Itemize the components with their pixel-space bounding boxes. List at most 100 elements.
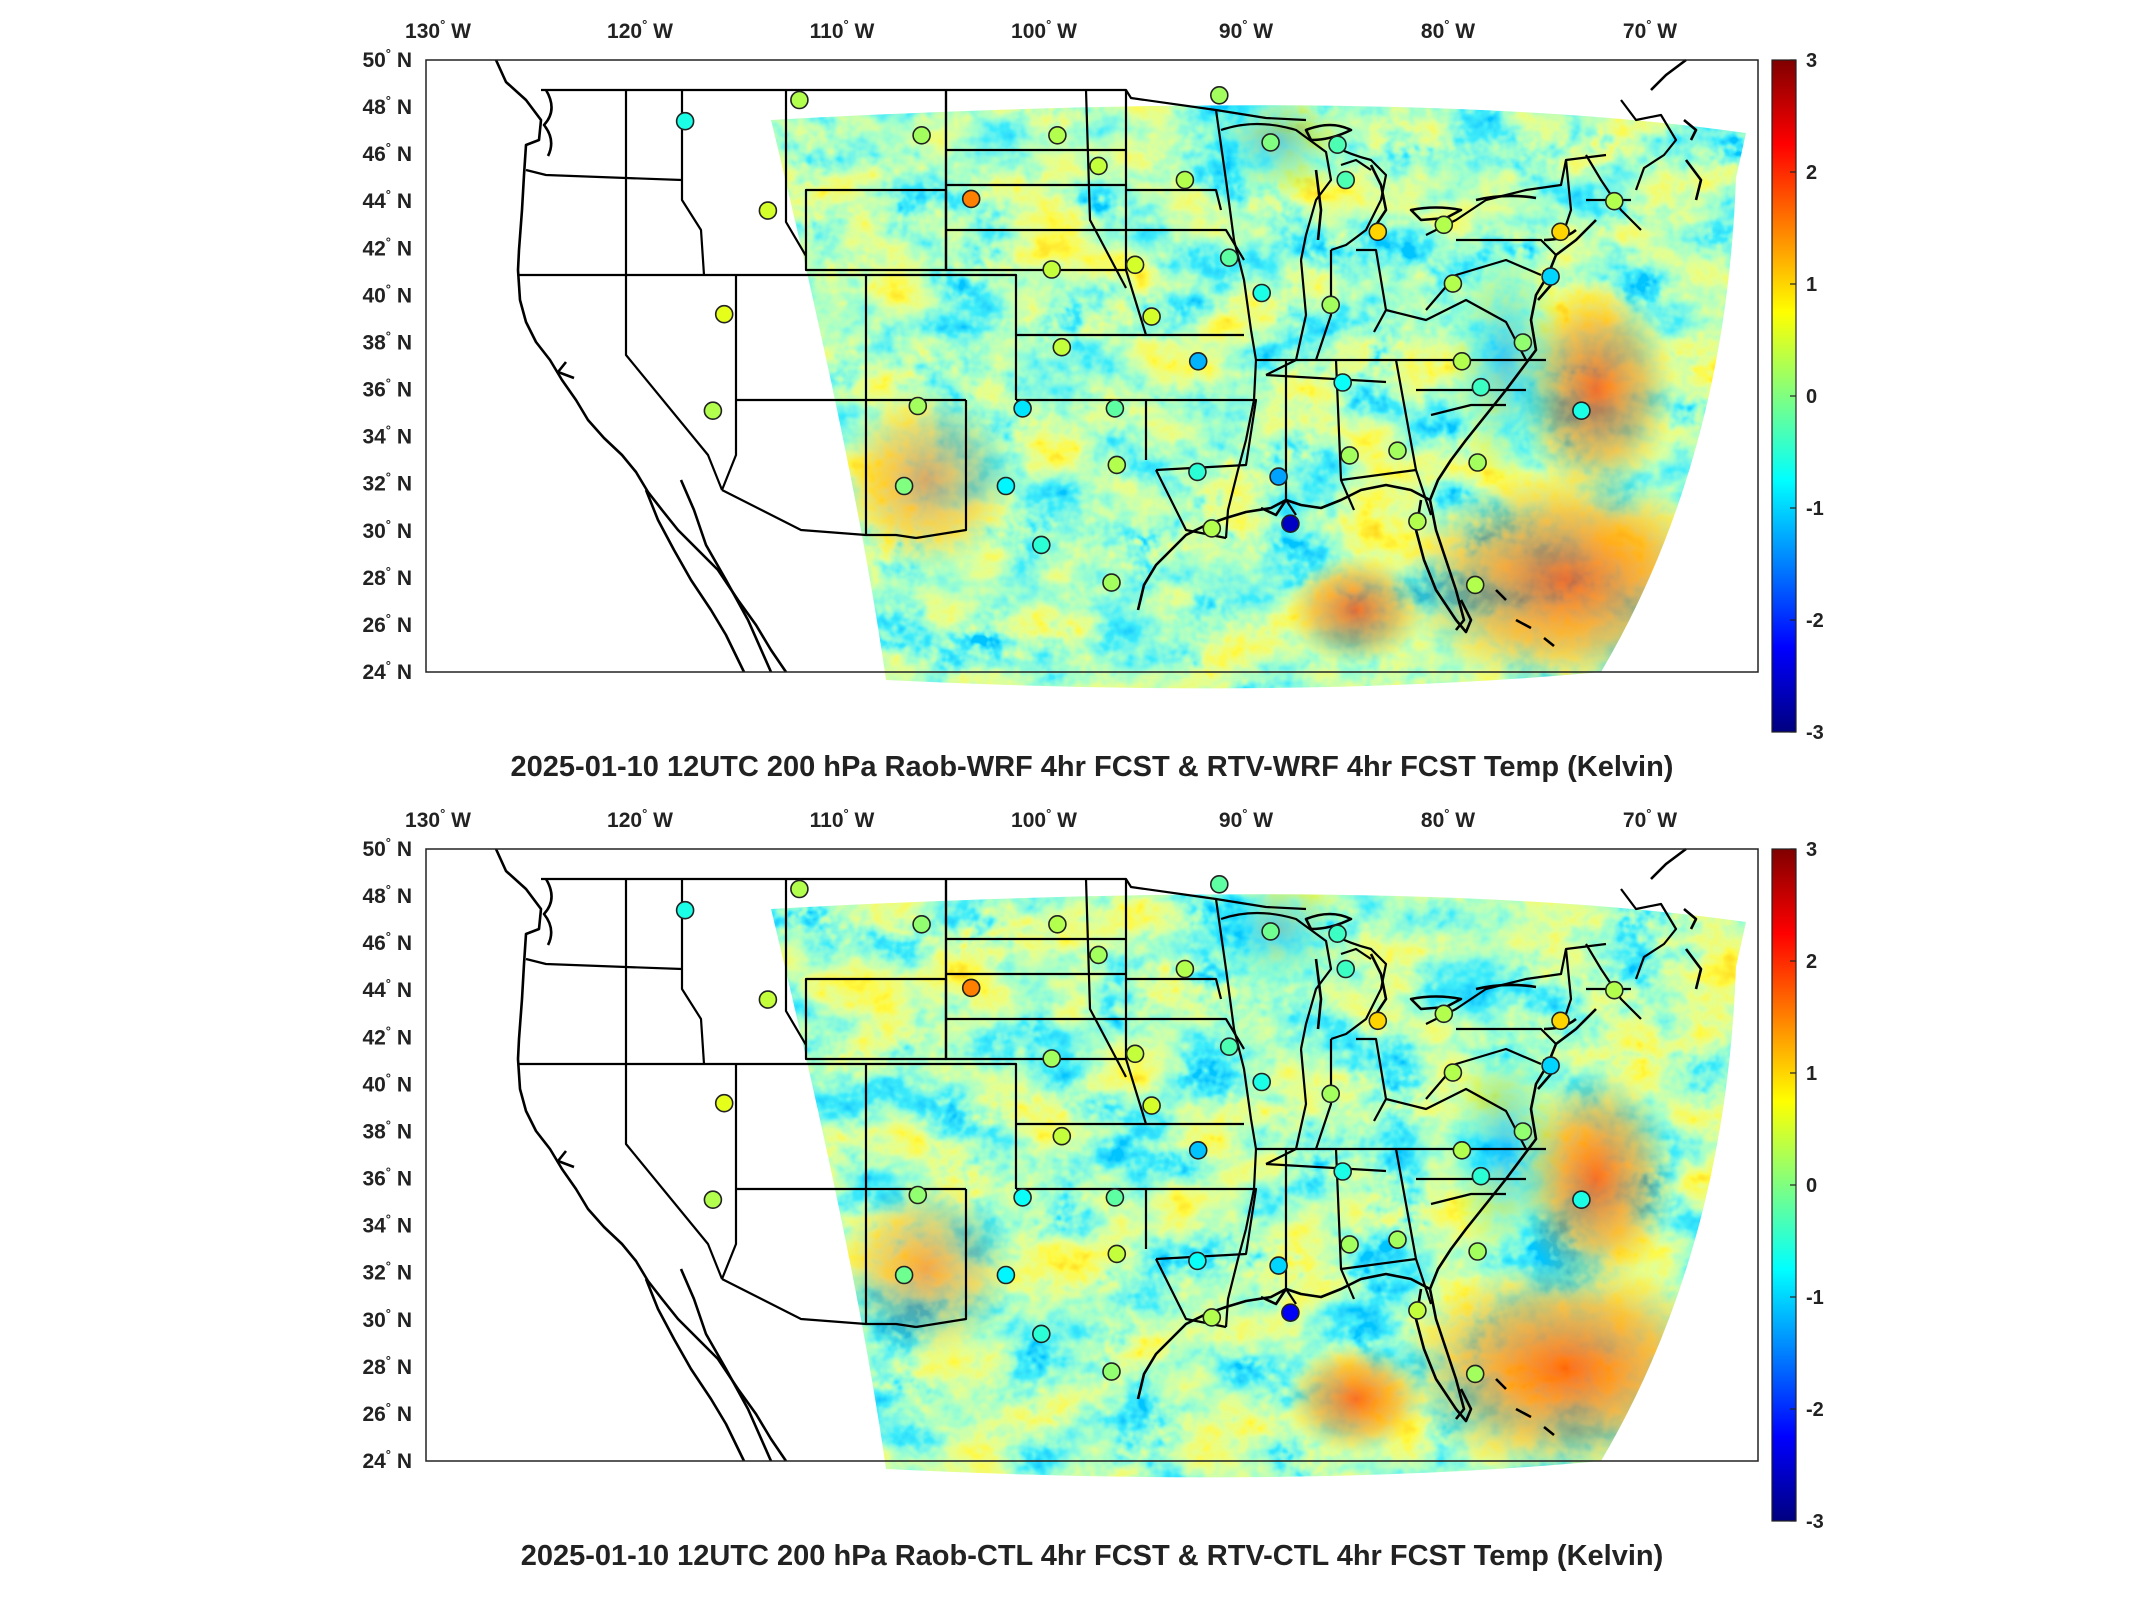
raob-station-marker xyxy=(1013,1188,1032,1207)
latitude-label: 46° N xyxy=(362,929,412,955)
raob-station-marker xyxy=(1042,1049,1062,1068)
raob-station-marker xyxy=(1572,401,1591,421)
raob-station-marker xyxy=(1125,255,1145,275)
raob-station-marker xyxy=(1013,399,1032,418)
latitude-label: 28° N xyxy=(362,1353,412,1379)
colorbar-top: 3 2 1 0 -1 -2 -3 xyxy=(1771,50,1824,744)
raob-station-marker xyxy=(1321,295,1341,315)
raob-station-marker xyxy=(1125,1044,1145,1064)
raob-station-marker xyxy=(1107,1244,1127,1264)
raob-station-marker xyxy=(1605,980,1624,1000)
raob-station-marker xyxy=(1333,373,1353,392)
raob-station-marker xyxy=(1252,1072,1272,1092)
raob-station-marker xyxy=(1261,133,1280,152)
raob-station-marker xyxy=(675,111,695,131)
raob-station-marker xyxy=(703,1190,723,1210)
colorbar-tick-label: 1 xyxy=(1806,274,1817,296)
raob-station-marker xyxy=(1089,156,1108,176)
latitude-label: 44° N xyxy=(362,187,412,213)
latitude-label: 38° N xyxy=(362,1117,412,1143)
raob-station-marker xyxy=(1042,260,1062,279)
raob-station-marker xyxy=(675,900,695,920)
latitude-label: 48° N xyxy=(362,882,412,908)
raob-station-marker xyxy=(1048,126,1067,145)
raob-station-marker xyxy=(1328,135,1347,154)
raob-station-marker xyxy=(1443,1063,1463,1082)
latitude-label: 48° N xyxy=(362,93,412,119)
raob-station-marker xyxy=(1048,915,1067,934)
raob-station-marker xyxy=(1107,455,1127,475)
latitude-label: 24° N xyxy=(362,1447,412,1473)
raob-station-marker xyxy=(1551,222,1570,242)
longitude-label: 70° W xyxy=(1623,806,1677,832)
raob-station-marker xyxy=(1605,191,1624,211)
longitude-label: 80° W xyxy=(1421,17,1475,43)
raob-station-marker xyxy=(1328,924,1347,943)
raob-station-marker xyxy=(1452,1140,1472,1160)
raob-station-marker xyxy=(1188,351,1208,371)
raob-station-marker xyxy=(912,126,931,145)
raob-station-marker xyxy=(1209,85,1229,105)
raob-station-marker xyxy=(1188,462,1207,482)
raob-station-marker xyxy=(1333,1162,1353,1181)
raob-station-marker xyxy=(1368,1011,1388,1031)
colorbar-tick-label: 1 xyxy=(1806,1063,1817,1085)
latitude-label: 26° N xyxy=(362,1400,412,1426)
raob-station-marker xyxy=(1336,170,1356,190)
longitude-label: 80° W xyxy=(1421,806,1475,832)
raob-station-marker xyxy=(703,401,723,421)
raob-station-marker xyxy=(1052,337,1072,357)
raob-station-marker xyxy=(1209,874,1229,894)
raob-station-marker xyxy=(1175,959,1195,979)
colorbar-tick-label: 0 xyxy=(1806,386,1817,408)
raob-station-marker xyxy=(996,476,1016,496)
raob-station-marker xyxy=(912,915,931,934)
raob-station-marker xyxy=(908,396,928,416)
raob-station-marker xyxy=(790,879,809,899)
colorbar-tick-label: -2 xyxy=(1806,610,1824,632)
raob-station-marker xyxy=(1388,1230,1407,1250)
raob-station-marker xyxy=(1513,333,1533,352)
latitude-label: 26° N xyxy=(362,611,412,637)
raob-station-marker xyxy=(1089,945,1108,965)
latitude-label: 28° N xyxy=(362,564,412,590)
latitude-label: 40° N xyxy=(362,281,412,307)
panel-title-top: 2025-01-10 12UTC 200 hPa Raob-WRF 4hr FC… xyxy=(511,751,1674,783)
latitude-label: 44° N xyxy=(362,976,412,1002)
raob-station-marker xyxy=(1468,453,1487,472)
longitude-label: 130° W xyxy=(405,17,471,43)
latitude-label: 30° N xyxy=(362,517,412,543)
raob-stations xyxy=(675,874,1624,1384)
raob-station-marker xyxy=(1368,222,1388,242)
raob-station-marker xyxy=(1551,1011,1570,1031)
colorbar-tick-label: 0 xyxy=(1806,1175,1817,1197)
colorbar-tick-label: -1 xyxy=(1806,498,1824,520)
raob-station-marker xyxy=(1281,1303,1300,1323)
raob-station-marker xyxy=(1541,1056,1560,1075)
raob-station-marker xyxy=(1465,575,1485,595)
latitude-label: 34° N xyxy=(362,1212,412,1238)
latitude-label: 32° N xyxy=(362,1259,412,1285)
latitude-label: 32° N xyxy=(362,470,412,496)
raob-station-marker xyxy=(1281,514,1300,534)
raob-station-marker xyxy=(758,201,778,220)
raob-station-marker xyxy=(894,1265,914,1285)
map-frame xyxy=(425,59,1759,673)
raob-station-marker xyxy=(1105,1188,1125,1207)
latitude-label: 38° N xyxy=(362,328,412,354)
raob-station-marker xyxy=(894,476,914,496)
latitude-label: 24° N xyxy=(362,658,412,684)
latitude-label: 34° N xyxy=(362,423,412,449)
raob-station-marker xyxy=(1434,215,1454,235)
map-panel-top xyxy=(425,58,1759,689)
raob-station-marker xyxy=(1465,1364,1485,1384)
longitude-label: 90° W xyxy=(1219,806,1273,832)
raob-station-marker xyxy=(961,978,981,998)
raob-station-marker xyxy=(908,1185,928,1205)
longitude-label: 110° W xyxy=(810,17,875,43)
latitude-label: 46° N xyxy=(362,140,412,166)
raob-station-marker xyxy=(1188,1140,1208,1160)
colorbar-bottom: 3 2 1 0 -1 -2 -3 xyxy=(1771,839,1824,1533)
raob-station-marker xyxy=(1572,1190,1591,1210)
